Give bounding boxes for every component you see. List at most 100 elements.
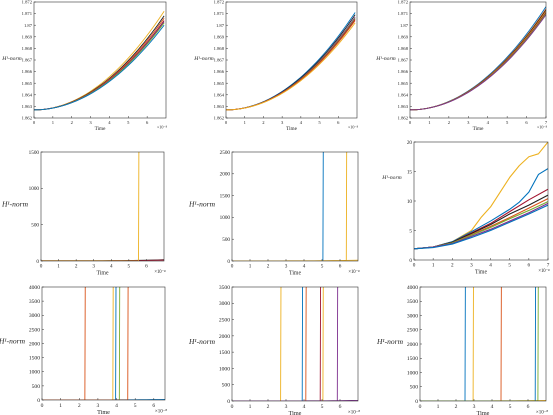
y-tick-label: 1000 bbox=[219, 366, 230, 372]
y-tick-label: 2000 bbox=[219, 334, 230, 340]
y-tick-label: 0 bbox=[36, 259, 39, 265]
x-axis-label: Time bbox=[286, 126, 297, 132]
y-tick-label: 1.865 bbox=[398, 81, 409, 86]
plot-frame bbox=[33, 1, 167, 119]
x-tick-label: 5 bbox=[506, 120, 509, 125]
y-tick-label: 1.866 bbox=[214, 69, 225, 74]
y-tick-label: 1500 bbox=[29, 150, 40, 156]
x-tick-label: 1 bbox=[59, 403, 62, 409]
x-tick-label: 1 bbox=[244, 120, 247, 125]
y-tick-label: 1.863 bbox=[214, 104, 225, 109]
y-tick-label: 2000 bbox=[407, 342, 418, 348]
plot-frame bbox=[419, 286, 547, 402]
x-tick-label: 0 bbox=[33, 120, 36, 125]
y-axis-label: H¹-norm bbox=[376, 337, 404, 346]
y-tick-label: 500 bbox=[31, 222, 39, 228]
series-line-1 bbox=[34, 11, 165, 111]
y-tick-label: 1000 bbox=[29, 186, 40, 192]
x-tick-label: 6 bbox=[145, 264, 148, 270]
x-tick-label: 4 bbox=[108, 120, 111, 125]
series-group bbox=[232, 287, 358, 401]
x-tick-label: 7 bbox=[545, 120, 548, 125]
x-tick-label: 6 bbox=[528, 263, 531, 269]
chart-panel-2: 0 1 2 3 4 5 6 1.862 1.863 1.864 1.865 1.866 1.867 1.8… bbox=[193, 0, 358, 132]
x-tick-label: 0 bbox=[231, 264, 234, 270]
x-tick-label: 0 bbox=[40, 264, 43, 270]
series-line-1 bbox=[226, 12, 356, 111]
chart-panel-3: 0 1 2 3 4 5 6 7 1.862 1.863 1.864 1.865 1.866 1.867 1.… bbox=[375, 0, 548, 132]
y-tick-label: 0 bbox=[409, 258, 412, 264]
y-tick-label: 3500 bbox=[29, 299, 40, 305]
y-tick-label: 3000 bbox=[219, 301, 230, 307]
x-axis-multiplier: ×10⁻⁸ bbox=[348, 125, 359, 130]
y-tick-label: 1.869 bbox=[22, 34, 33, 39]
x-tick-label: 6 bbox=[152, 403, 155, 409]
series-line-3 bbox=[42, 287, 114, 400]
x-tick-label: 3 bbox=[89, 120, 92, 125]
x-axis-multiplier: ×10⁻⁸ bbox=[536, 410, 549, 415]
x-tick-label: 5 bbox=[127, 120, 130, 125]
y-tick-label: 1.865 bbox=[214, 81, 225, 86]
y-tick-label: 2000 bbox=[220, 172, 231, 178]
y-tick-label: 1.865 bbox=[22, 81, 33, 86]
y-tick-label: 1000 bbox=[407, 370, 418, 376]
series-line-3 bbox=[410, 9, 546, 111]
x-tick-label: 1 bbox=[57, 264, 60, 270]
series-line-2 bbox=[232, 152, 324, 261]
series-line-5 bbox=[34, 21, 165, 111]
y-tick-label: 15 bbox=[407, 169, 413, 175]
series-group bbox=[414, 142, 548, 250]
x-axis-multiplier: ×10⁻⁸ bbox=[538, 268, 550, 274]
y-tick-label: 1.864 bbox=[22, 92, 33, 97]
x-tick-label: 3 bbox=[285, 404, 288, 410]
y-tick-label: 4000 bbox=[29, 285, 40, 291]
y-tick-label: 1.862 bbox=[22, 116, 33, 121]
y-tick-label: 1.862 bbox=[398, 116, 409, 121]
x-tick-label: 0 bbox=[419, 404, 422, 410]
x-tick-label: 6 bbox=[527, 404, 530, 410]
y-tick-label: 3500 bbox=[407, 299, 418, 305]
x-tick-label: 4 bbox=[300, 120, 303, 125]
series-line-4 bbox=[232, 287, 307, 401]
y-axis-label: H¹-norm bbox=[375, 56, 395, 62]
y-tick-label: 1.872 bbox=[22, 0, 33, 5]
y-axis-label: H¹-norm bbox=[188, 200, 216, 209]
series-line-5 bbox=[42, 287, 121, 400]
x-tick-label: 0 bbox=[413, 263, 416, 269]
x-axis-multiplier: ×10⁻⁸ bbox=[154, 269, 166, 275]
series-line-7 bbox=[226, 22, 356, 111]
chart-panel-8: 0 1 2 3 4 5 6 0 500 1000 1500 2000 2500 3000 3500 Time ×… bbox=[188, 285, 360, 415]
x-tick-label: 3 bbox=[285, 264, 288, 270]
series-group bbox=[34, 11, 165, 111]
chart-panel-1: 0 1 2 3 4 5 6 1.862 1.863 1.864 1.865 1.866 1.867 1.8… bbox=[1, 0, 167, 132]
plot-frame bbox=[231, 151, 359, 262]
series-line-3 bbox=[232, 152, 348, 261]
y-tick-label: 1.87 bbox=[216, 23, 225, 28]
y-tick-label: 3500 bbox=[219, 285, 230, 291]
series-line-4 bbox=[414, 194, 548, 250]
y-tick-label: 1500 bbox=[407, 356, 418, 362]
y-tick-label: 2500 bbox=[220, 150, 231, 156]
y-tick-label: 1500 bbox=[29, 356, 40, 362]
plot-frame bbox=[231, 286, 359, 402]
y-tick-label: 2500 bbox=[407, 328, 418, 334]
y-tick-label: 10 bbox=[407, 199, 413, 205]
y-tick-label: 1.864 bbox=[214, 92, 225, 97]
y-tick-label: 1.863 bbox=[398, 104, 409, 109]
y-tick-label: 2500 bbox=[219, 318, 230, 324]
x-tick-label: 1 bbox=[249, 404, 252, 410]
y-tick-label: 20 bbox=[407, 140, 413, 146]
x-tick-label: 2 bbox=[262, 120, 265, 125]
x-axis-label: Time bbox=[473, 126, 484, 132]
y-tick-label: 1.87 bbox=[400, 23, 409, 28]
x-tick-label: 2 bbox=[78, 403, 81, 409]
series-line-6 bbox=[410, 13, 546, 111]
series-line-7 bbox=[34, 24, 165, 111]
series-line-2 bbox=[226, 14, 356, 111]
y-tick-label: 0 bbox=[227, 259, 230, 265]
y-tick-label: 1.862 bbox=[214, 116, 225, 121]
x-tick-label: 6 bbox=[339, 404, 342, 410]
y-tick-label: 1.868 bbox=[22, 46, 33, 51]
y-tick-label: 500 bbox=[32, 384, 41, 390]
x-axis-multiplier: ×10⁻⁸ bbox=[537, 125, 548, 130]
